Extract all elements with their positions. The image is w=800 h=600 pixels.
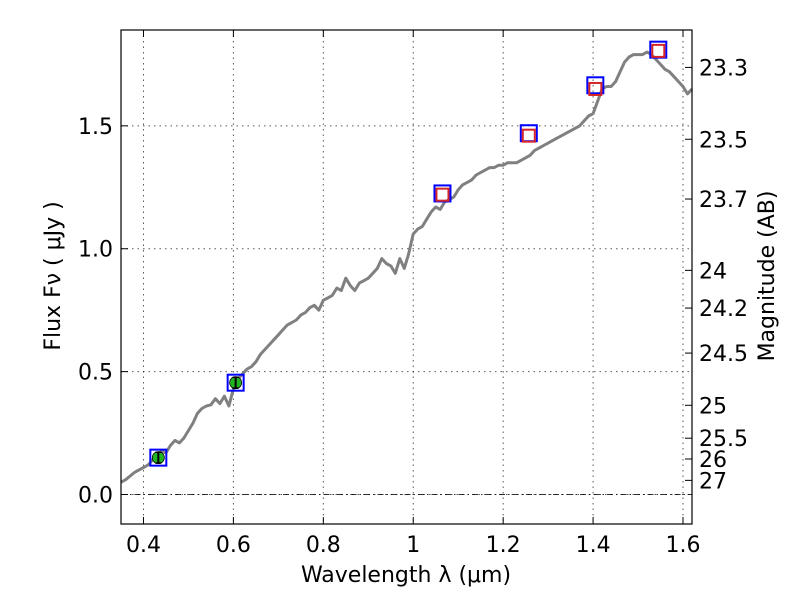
y-tick-label: 0.5 <box>78 361 113 386</box>
y-axis-label: Flux Fν ( μJy ) <box>41 201 66 350</box>
x-tick-label: 1.4 <box>576 533 611 558</box>
y2-tick-label: 23.7 <box>699 188 748 213</box>
x-tick-label: 1.2 <box>486 533 521 558</box>
x-tick-label: 0.8 <box>306 533 341 558</box>
y-axis-left: 0.0 0.5 1.0 1.5 <box>78 115 128 509</box>
spectrum-line <box>120 50 694 484</box>
y2-tick-label: 24.2 <box>699 297 748 322</box>
x-axis-label: Wavelength λ (μm) <box>301 563 511 588</box>
plot-area <box>120 40 694 484</box>
plot-frame <box>120 29 693 525</box>
x-axis: 0.4 0.6 0.8 1 1.2 1.4 1.6 <box>126 30 701 558</box>
y-tick-label: 0.0 <box>78 484 113 509</box>
y2-tick-label: 23.5 <box>699 128 748 153</box>
y2-tick-label: 24 <box>699 259 727 284</box>
y2-tick-label: 24.5 <box>699 342 748 367</box>
y2-tick-label: 27 <box>699 469 727 494</box>
y2-axis-label: Magnitude (AB) <box>755 191 780 362</box>
x-tick-label: 0.4 <box>126 533 161 558</box>
red-square-marker <box>588 81 603 96</box>
blue-square-marker <box>149 448 168 467</box>
blue-square-marker <box>586 76 605 95</box>
y2-tick-label: 26 <box>699 448 727 473</box>
x-tick-label: 1 <box>406 533 420 558</box>
red-square-marker <box>435 187 450 202</box>
x-tick-label: 1.6 <box>666 533 701 558</box>
blue-square-marker <box>226 373 245 392</box>
red-square-marker <box>521 128 536 143</box>
y2-tick-label: 25.5 <box>699 427 748 452</box>
markers <box>149 40 668 467</box>
red-square-marker <box>651 43 666 58</box>
y2-tick-label: 25 <box>699 394 727 419</box>
y-tick-label: 1.0 <box>78 238 113 263</box>
y2-tick-label: 23.3 <box>699 56 748 81</box>
x-tick-label: 0.6 <box>216 533 251 558</box>
y-tick-label: 1.5 <box>78 115 113 140</box>
